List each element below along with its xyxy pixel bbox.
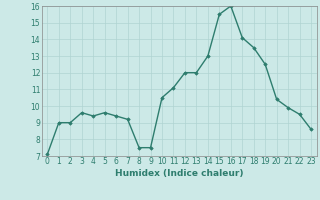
X-axis label: Humidex (Indice chaleur): Humidex (Indice chaleur)	[115, 169, 244, 178]
